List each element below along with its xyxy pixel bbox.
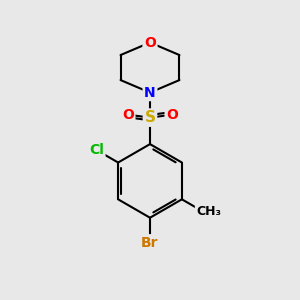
Text: O: O [144,35,156,50]
Text: S: S [145,110,155,125]
Text: Cl: Cl [89,143,104,157]
Text: CH₃: CH₃ [196,205,221,218]
Text: Br: Br [141,236,159,250]
Text: O: O [122,108,134,122]
Text: O: O [166,108,178,122]
Text: N: N [144,85,156,100]
